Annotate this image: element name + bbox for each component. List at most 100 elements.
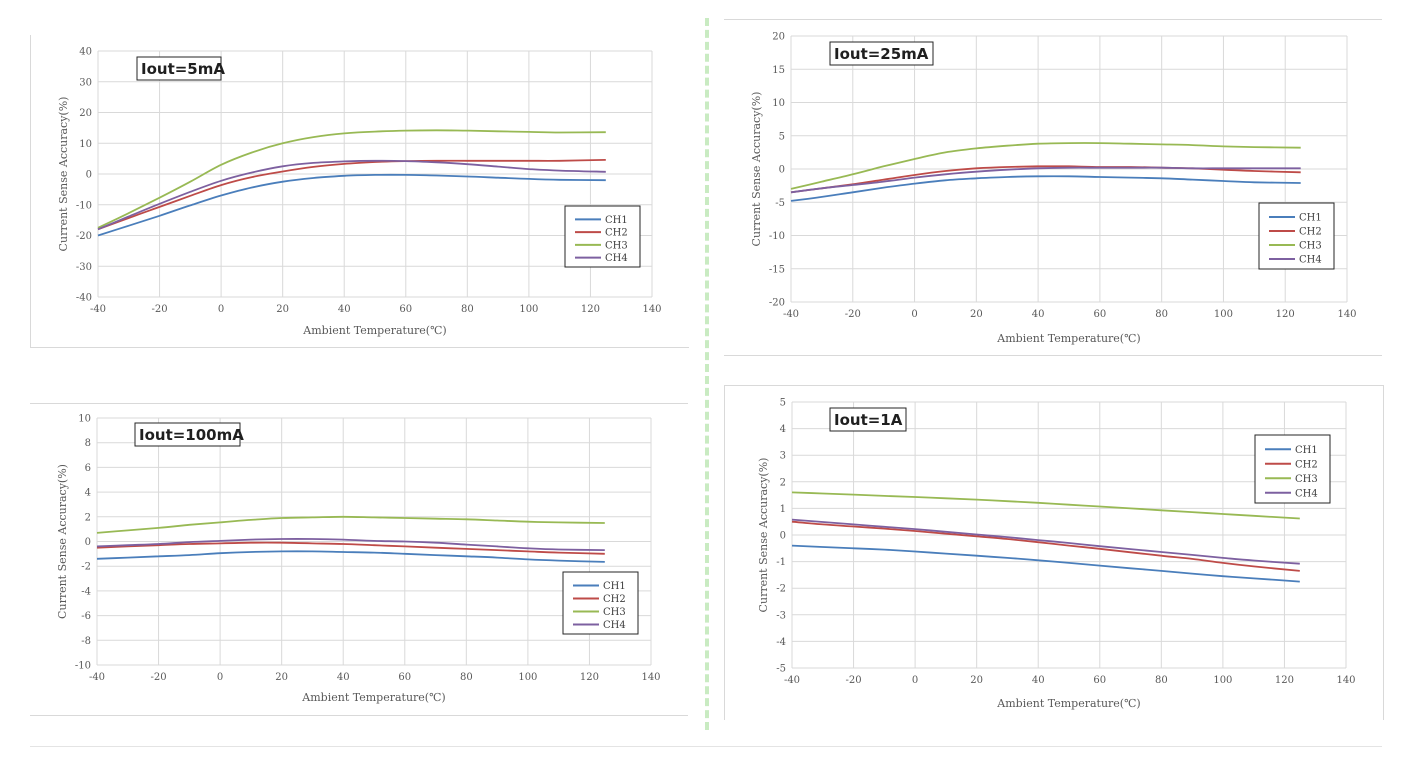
chart-title: Iout=5mA (141, 60, 225, 78)
chart-title-box (829, 41, 934, 66)
x-tick-label: 100 (518, 672, 537, 683)
y-tick-label: -10 (769, 231, 785, 242)
x-tick-label: 0 (912, 675, 918, 686)
x-tick-label: -20 (152, 304, 168, 315)
y-tick-label: 0 (780, 531, 786, 542)
y-tick-label: -10 (76, 200, 92, 211)
y-axis-label: Current Sense Accuracy(%) (750, 92, 763, 247)
x-tick-label: 0 (218, 304, 224, 315)
series-line-ch1 (791, 544, 1300, 583)
y-tick-label: -1 (776, 557, 786, 568)
y-tick-label: -15 (769, 264, 785, 275)
x-tick-label: 40 (338, 304, 351, 315)
x-tick-label: 20 (276, 304, 289, 315)
series-line-ch1 (97, 173, 606, 237)
series-line-ch4 (96, 538, 605, 551)
legend-label-ch1: CH1 (1299, 213, 1322, 224)
legend-label-ch1: CH1 (603, 581, 626, 592)
chart-title: Iout=100mA (139, 426, 244, 444)
x-tick-label: -20 (846, 675, 862, 686)
y-tick-label: -40 (76, 293, 92, 304)
series-line-ch2 (791, 520, 1300, 572)
y-axis-label: Current Sense Accuracy(%) (56, 464, 69, 619)
x-tick-label: 120 (581, 304, 600, 315)
y-tick-label: 30 (79, 77, 92, 88)
y-axis-label: Current Sense Accuracy(%) (57, 97, 70, 252)
x-tick-label: -20 (845, 309, 861, 320)
y-tick-label: 4 (780, 424, 786, 435)
x-tick-label: 60 (1094, 309, 1107, 320)
x-tick-label: 80 (461, 304, 474, 315)
series-line-ch3 (96, 515, 605, 534)
series-line-ch3 (791, 491, 1300, 520)
bottom-rule (30, 746, 1382, 747)
legend-label-ch4: CH4 (1299, 255, 1322, 266)
x-tick-label: 100 (1213, 675, 1232, 686)
y-tick-label: 1 (780, 504, 786, 515)
chart-svg-25mA: -40 -20 0 20 40 60 80 100 120 140-20-15-10-505101… (750, 32, 1357, 346)
series-line-ch4 (790, 166, 1301, 194)
y-tick-label: 0 (85, 537, 91, 548)
x-axis-label: Ambient Temperature(℃) (996, 697, 1140, 710)
x-tick-label: 60 (398, 672, 411, 683)
legend-box (1254, 434, 1331, 504)
x-tick-label: 120 (1275, 675, 1294, 686)
x-axis-label: Ambient Temperature(℃) (302, 324, 446, 337)
x-tick-label: -40 (783, 309, 799, 320)
y-tick-label: 6 (85, 463, 91, 474)
legend-label-ch3: CH3 (1299, 241, 1322, 252)
y-tick-label: 20 (772, 32, 785, 43)
x-tick-label: 100 (519, 304, 538, 315)
y-tick-label: 2 (780, 477, 786, 488)
chart-svg-1A: -40 -20 0 20 40 60 80 100 120 140 -5 -4 -3 -2 -1 0 1 2 3 4 5… (757, 398, 1356, 711)
x-tick-label: 120 (580, 672, 599, 683)
legend-label-ch4: CH4 (605, 253, 628, 264)
y-tick-label: -3 (776, 610, 786, 621)
x-tick-label: 0 (911, 309, 917, 320)
legend: CH1 CH2 CH3 CH4 (1258, 202, 1335, 270)
x-tick-label: 80 (460, 672, 473, 683)
legend-label-ch3: CH3 (605, 240, 628, 251)
x-tick-label: 0 (217, 672, 223, 683)
legend-label-ch1: CH1 (605, 215, 628, 226)
legend-label-ch4: CH4 (603, 620, 626, 631)
x-tick-label: 100 (1214, 309, 1233, 320)
series-line-ch2 (96, 541, 605, 555)
x-tick-label: -40 (89, 672, 105, 683)
y-tick-label: 8 (85, 438, 91, 449)
series-line-ch4 (791, 518, 1300, 565)
y-tick-label: -2 (81, 562, 91, 573)
y-tick-label: -6 (81, 611, 91, 622)
x-tick-label: 40 (337, 672, 350, 683)
legend-label-ch3: CH3 (603, 607, 626, 618)
y-tick-label: 10 (772, 98, 785, 109)
x-tick-label: 140 (1337, 309, 1356, 320)
chart-panel-100mA: -40 -20 0 20 40 60 80 100 120 140 -10 -8 -6 -4 -2 0 2 4 6 8… (30, 403, 688, 716)
chart-panel-5mA: -40 -20 0 20 40 60 80 100 120 140 -40 -30 -20 -10 0 10 2… (30, 35, 689, 348)
legend-label-ch2: CH2 (1295, 459, 1318, 470)
y-tick-label: 2 (85, 512, 91, 523)
series-line-ch4 (97, 159, 606, 231)
x-tick-label: 20 (970, 309, 983, 320)
y-tick-label: -20 (769, 298, 785, 309)
y-tick-label: -30 (76, 262, 92, 273)
series-line-ch3 (97, 129, 606, 229)
y-tick-label: -5 (776, 664, 786, 675)
legend-label-ch2: CH2 (1299, 227, 1322, 238)
y-tick-label: 20 (79, 108, 92, 119)
y-tick-label: 5 (779, 131, 785, 142)
chart-svg-100mA: -40 -20 0 20 40 60 80 100 120 140-10-8-6-4-202468… (56, 414, 661, 705)
y-tick-label: 0 (779, 165, 785, 176)
chart-panel-25mA: -40 -20 0 20 40 60 80 100 120 140 -20 -15 -10 -5 0 5 10 1… (724, 19, 1382, 356)
x-tick-label: 140 (1336, 675, 1355, 686)
chart-title: Iout=1A (834, 411, 903, 429)
y-tick-label: 10 (79, 139, 92, 150)
grid (97, 50, 653, 298)
y-tick-label: 15 (772, 65, 785, 76)
legend-label-ch3: CH3 (1295, 474, 1318, 485)
chart-title: Iout=25mA (834, 45, 929, 63)
x-tick-label: 20 (275, 672, 288, 683)
legend-box (562, 571, 639, 635)
